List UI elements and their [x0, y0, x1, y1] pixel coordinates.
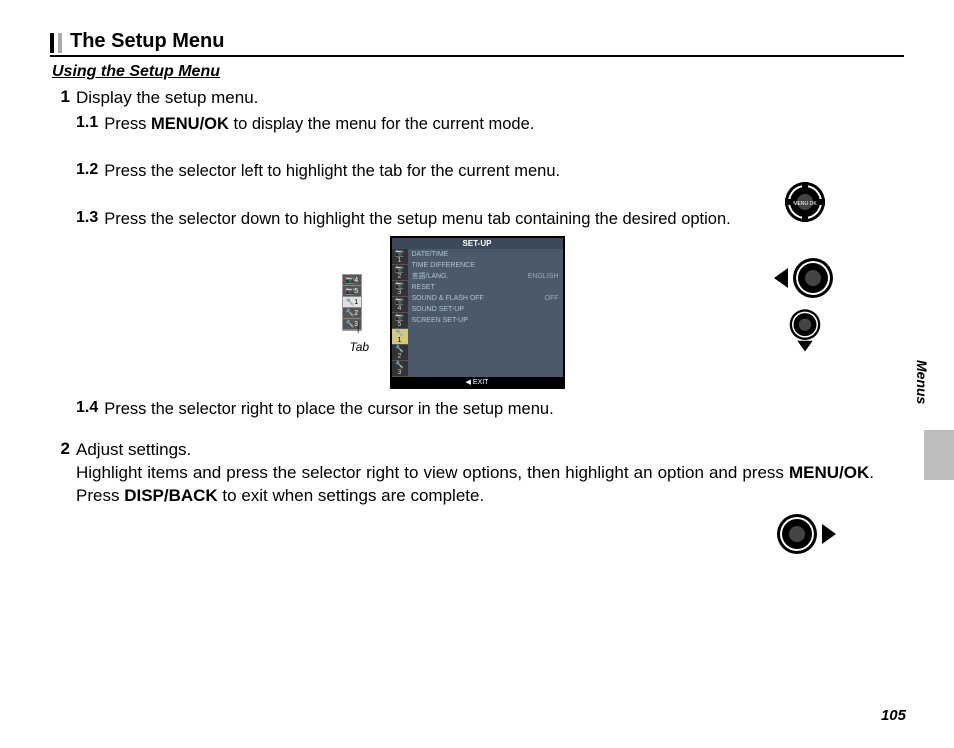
side-tab-item-active: 🔧1 — [343, 297, 362, 308]
substep-1-1: 1.1 Press MENU/OK to display the menu fo… — [76, 114, 904, 135]
substep-1-2-number: 1.2 — [76, 161, 98, 182]
header-accent-bar-light — [58, 33, 62, 53]
substep-1-1-body: Press MENU/OK to display the menu for th… — [104, 114, 534, 135]
step-2: 2 Adjust settings. Highlight items and p… — [50, 439, 904, 508]
side-tab-item: 📷5 — [343, 286, 362, 297]
substep-1-1-number: 1.1 — [76, 114, 98, 135]
page-number: 105 — [881, 707, 906, 724]
substep-1-2-body: Press the selector left to highlight the… — [104, 161, 560, 182]
mini-screen-footer: ◀ EXIT — [392, 377, 563, 387]
mini-screen-rows: DATE/TIME TIME DIFFERENCE 言語/LANG. ENGLIS… — [408, 249, 563, 377]
mini-row-label: RESET — [412, 282, 435, 293]
substep-1-1-bold: MENU/OK — [151, 115, 229, 133]
mini-row-value: OFF — [545, 293, 559, 304]
substep-1-2: 1.2 Press the selector left to highlight… — [76, 161, 904, 182]
tab-label: Tab — [350, 340, 370, 354]
side-tab-item: 📷4 — [343, 275, 362, 286]
step-1: 1 Display the setup menu. — [50, 87, 904, 110]
mini-screen-header: SET-UP — [392, 238, 563, 249]
section-subheader: Using the Setup Menu — [52, 63, 904, 81]
mini-row-label: 言語/LANG. — [412, 271, 449, 282]
step-2-title: Adjust settings. — [76, 440, 191, 459]
selector-dial-right-icon — [774, 503, 836, 565]
substep-1-3: 1.3 Press the selector down to highlight… — [76, 209, 904, 230]
mini-row-label: SCREEN SET-UP — [412, 315, 468, 326]
mini-footer-text: EXIT — [473, 379, 489, 386]
mini-screen: SET-UP 📷1 📷2 📷3 📷4 📷5 🔧1 🔧2 🔧3 — [390, 236, 565, 389]
step-2-body: Adjust settings. Highlight items and pre… — [76, 439, 904, 508]
mini-screen-tabs: 📷1 📷2 📷3 📷4 📷5 🔧1 🔧2 🔧3 — [392, 249, 408, 377]
substep-1-1-pre: Press — [104, 115, 151, 133]
side-tab-item: 🔧2 — [343, 308, 362, 319]
tab-pointer-line: │ — [356, 322, 362, 333]
mini-row-value: ENGLISH — [528, 271, 559, 282]
mini-row-label: DATE/TIME — [412, 249, 449, 260]
step-2-bold2: DISP/BACK — [124, 486, 218, 505]
substep-1-3-number: 1.3 — [76, 209, 98, 230]
step-2-post: to exit when settings are complete. — [218, 486, 484, 505]
selector-dial-down-icon — [782, 307, 828, 353]
step-1-title: Display the setup menu. — [76, 87, 904, 110]
mini-row-label: SOUND SET-UP — [412, 304, 465, 315]
substep-1-3-body: Press the selector down to highlight the… — [104, 209, 730, 230]
substep-1-4-number: 1.4 — [76, 399, 98, 420]
side-section-label: Menus — [914, 360, 930, 404]
side-thumb-tab — [924, 430, 954, 480]
selector-dial-left-icon — [774, 247, 836, 309]
step-2-number: 2 — [50, 439, 70, 508]
page-header: The Setup Menu — [50, 30, 904, 57]
mini-row-label: TIME DIFFERENCE — [412, 260, 475, 271]
step-2-bold1: MENU/OK — [789, 463, 869, 482]
header-accent-bar — [50, 33, 54, 53]
page-title: The Setup Menu — [70, 30, 224, 53]
step-2-pre: Highlight items and press the selector r… — [76, 463, 789, 482]
step-1-number: 1 — [50, 87, 70, 110]
substep-1-1-post: to display the menu for the current mode… — [229, 115, 534, 133]
substep-1-4-body: Press the selector right to place the cu… — [104, 399, 553, 420]
svg-text:MENU OK: MENU OK — [793, 201, 817, 207]
substep-1-4: 1.4 Press the selector right to place th… — [76, 399, 904, 420]
selector-dial-icon: MENU OK — [782, 179, 828, 225]
mini-row-label: SOUND & FLASH OFF — [412, 293, 484, 304]
